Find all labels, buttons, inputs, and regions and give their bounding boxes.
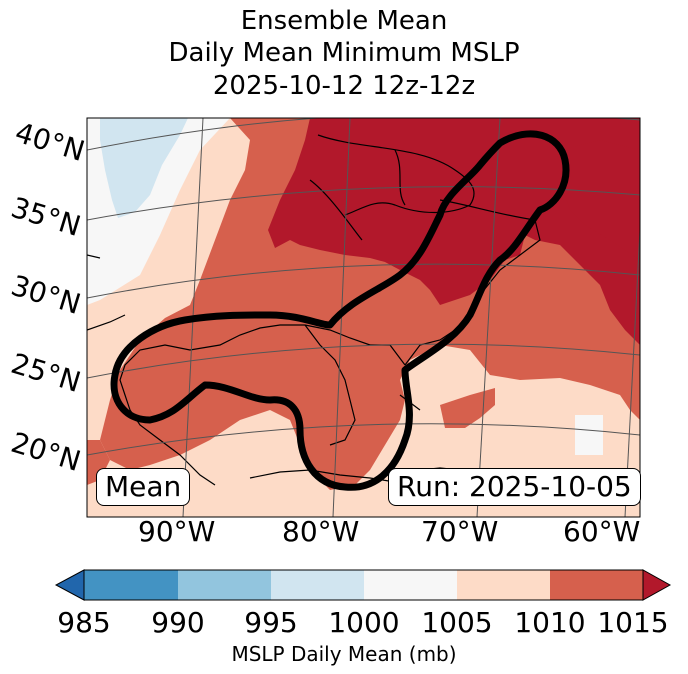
colorbar-frame: [83, 569, 644, 601]
colorbar-tick-1005: 1005: [421, 606, 493, 639]
mslp-field: [87, 118, 640, 517]
highlight-contour: [110, 130, 570, 491]
lon-label-80: 80°W: [282, 515, 360, 548]
colorbar-bin-1010-1015: [550, 570, 643, 600]
colorbar-tick-1010: 1010: [514, 606, 586, 639]
lon-label-70: 70°W: [421, 515, 499, 548]
title-line-2: Daily Mean Minimum MSLP: [168, 38, 520, 68]
colorbar: [54, 569, 672, 601]
colorbar-tick-995: 995: [244, 606, 298, 639]
title-line-3: 2025-10-12 12z-12z: [212, 71, 476, 101]
fill-above-1015-patch: [560, 140, 640, 260]
colorbar-extend-low: [54, 569, 85, 601]
colorbar-bin-1000-1005: [364, 570, 457, 600]
title-line-1: Ensemble Mean: [240, 6, 448, 36]
colorbar-bin-1005-1010: [457, 570, 550, 600]
map-frame: [86, 117, 641, 518]
colorbar-bin-990-995: [178, 570, 271, 600]
colorbar-tick-1015: 1015: [597, 606, 669, 639]
colorbar-bin-985-990: [84, 570, 178, 600]
fill-above-1015: [268, 118, 640, 345]
fill-1010-1015-west: [87, 440, 110, 485]
colorbar-label: MSLP Daily Mean (mb): [231, 642, 457, 666]
colorbar-tick-990: 990: [151, 606, 205, 639]
colorbar-bin-995-1000: [271, 570, 364, 600]
colorbar-tick-1000: 1000: [328, 606, 400, 639]
fill-1010-1015-patch: [440, 388, 495, 428]
run-date-box: Run: 2025-10-05: [388, 468, 641, 506]
lon-label-90: 90°W: [138, 515, 216, 548]
mean-label-box: Mean: [96, 468, 191, 506]
colorbar-extend-high: [642, 569, 672, 601]
lon-label-60: 60°W: [563, 515, 641, 548]
fill-1000-1005-patch: [575, 415, 603, 455]
colorbar-tick-985: 985: [57, 606, 111, 639]
